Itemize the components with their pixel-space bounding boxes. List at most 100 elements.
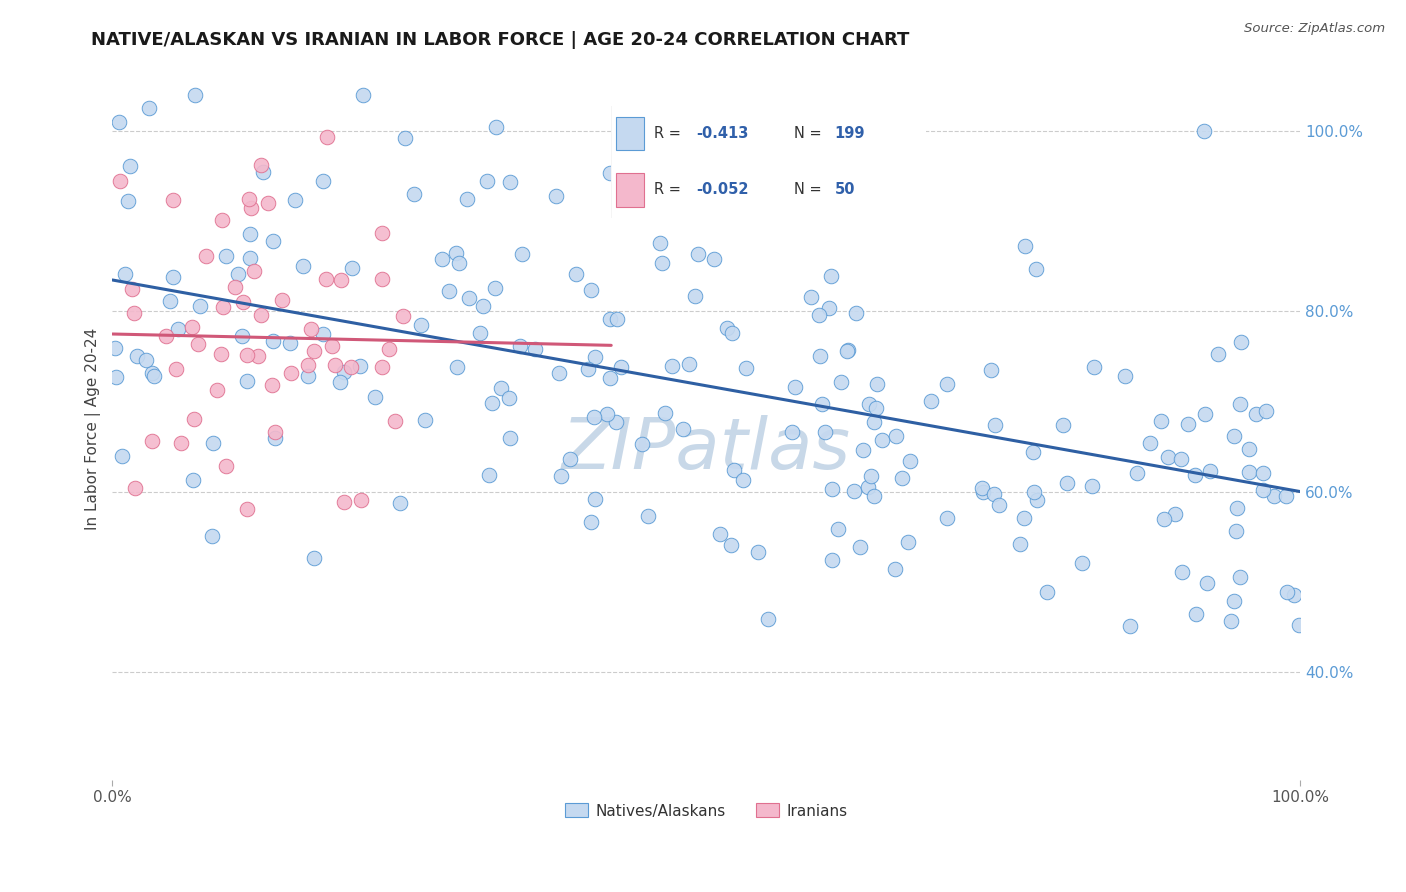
Point <box>284 194 307 208</box>
Point <box>155 329 177 343</box>
Point <box>920 393 942 408</box>
Point <box>630 437 652 451</box>
Point <box>509 339 531 353</box>
Point <box>678 357 700 371</box>
Point <box>181 473 204 487</box>
Point <box>565 267 588 281</box>
Point <box>599 371 621 385</box>
Point <box>302 550 325 565</box>
Point <box>209 347 232 361</box>
Point <box>1225 524 1247 538</box>
Point <box>579 283 602 297</box>
Point <box>884 428 907 442</box>
Point <box>1223 594 1246 608</box>
Point <box>605 415 627 429</box>
Point <box>384 413 406 427</box>
Point <box>214 458 236 473</box>
Point <box>1253 483 1275 497</box>
Point <box>181 319 204 334</box>
Point <box>141 367 163 381</box>
Point <box>212 300 235 314</box>
Point <box>117 194 139 208</box>
Point <box>1171 565 1194 579</box>
Point <box>1239 465 1261 479</box>
Point <box>735 361 758 376</box>
Text: NATIVE/ALASKAN VS IRANIAN IN LABOR FORCE | AGE 20-24 CORRELATION CHART: NATIVE/ALASKAN VS IRANIAN IN LABOR FORCE… <box>91 31 910 49</box>
Point <box>329 273 352 287</box>
Point <box>835 343 858 358</box>
Point <box>446 246 468 260</box>
Point <box>370 272 392 286</box>
Point <box>121 282 143 296</box>
Point <box>1070 556 1092 570</box>
Point <box>378 343 401 357</box>
Point <box>980 363 1002 377</box>
Point <box>579 515 602 529</box>
Point <box>1192 123 1215 137</box>
Point <box>188 299 211 313</box>
Point <box>118 160 141 174</box>
Point <box>240 201 263 215</box>
Point <box>470 326 492 340</box>
Point <box>484 120 506 135</box>
Point <box>936 376 959 391</box>
Point <box>686 247 709 261</box>
Point <box>661 359 683 373</box>
Point <box>363 390 385 404</box>
Point <box>1184 468 1206 483</box>
Point <box>935 511 957 525</box>
Point <box>550 468 572 483</box>
Point <box>205 383 228 397</box>
Point <box>105 370 128 384</box>
Point <box>349 359 371 374</box>
Point <box>1170 452 1192 467</box>
Point <box>183 412 205 426</box>
Point <box>491 381 513 395</box>
Point <box>264 425 287 440</box>
Point <box>316 129 339 144</box>
Point <box>371 360 394 375</box>
Point <box>637 509 659 524</box>
Point <box>1012 511 1035 525</box>
Point <box>162 193 184 207</box>
Point <box>352 88 374 103</box>
Point <box>821 553 844 567</box>
Point <box>610 360 633 375</box>
Point <box>333 494 356 508</box>
Point <box>852 442 875 457</box>
Point <box>447 256 470 270</box>
Point <box>747 545 769 559</box>
Point <box>984 418 1007 433</box>
Point <box>1229 570 1251 584</box>
Point <box>122 306 145 320</box>
Point <box>1284 588 1306 602</box>
Point <box>499 175 522 189</box>
Point <box>239 227 262 241</box>
Point <box>262 334 284 348</box>
Point <box>413 413 436 427</box>
Point <box>863 415 886 429</box>
Point <box>236 348 259 362</box>
Point <box>583 491 606 506</box>
Point <box>1114 368 1136 383</box>
Point <box>238 193 260 207</box>
Point <box>606 312 628 326</box>
Point <box>1153 512 1175 526</box>
Point <box>671 422 693 436</box>
Point <box>371 226 394 240</box>
Point <box>239 252 262 266</box>
Point <box>1229 397 1251 411</box>
Point <box>243 264 266 278</box>
Point <box>247 350 270 364</box>
Point <box>837 343 859 357</box>
Point <box>1177 417 1199 432</box>
Point <box>1225 501 1247 516</box>
Point <box>332 365 354 379</box>
Point <box>1010 536 1032 550</box>
Point <box>972 481 994 495</box>
Point <box>884 562 907 576</box>
Point <box>215 249 238 263</box>
Point <box>141 434 163 449</box>
Point <box>1119 618 1142 632</box>
Point <box>201 436 224 450</box>
